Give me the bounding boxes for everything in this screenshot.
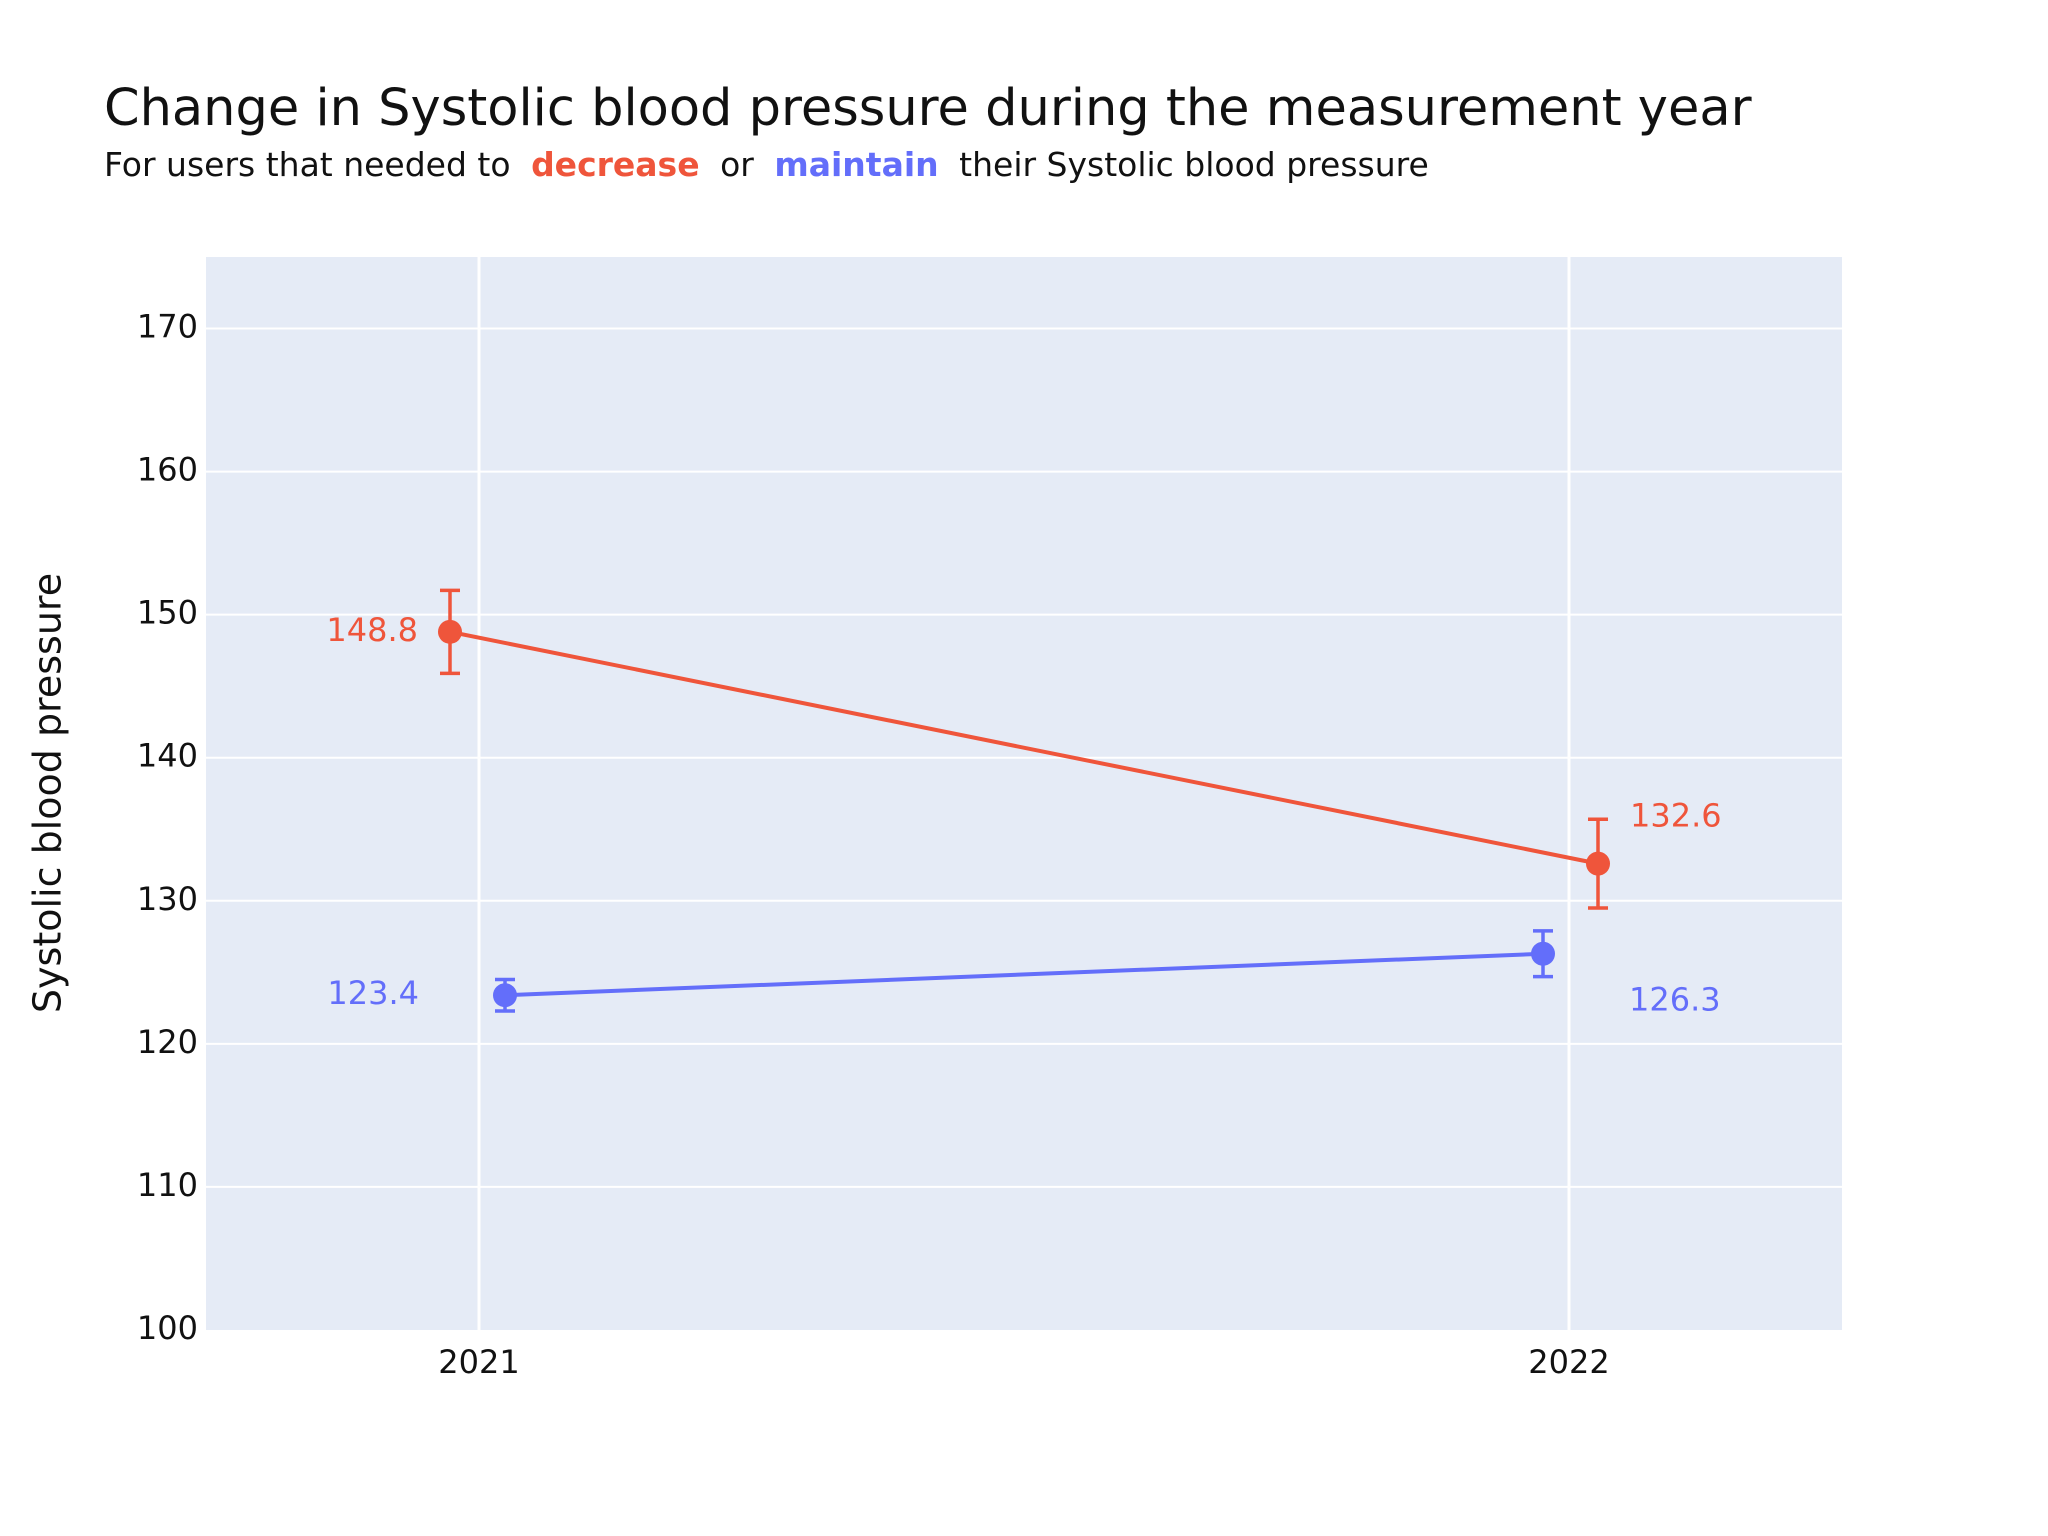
value-label: 126.3 xyxy=(1629,981,1721,1019)
y-tick-label: 100 xyxy=(137,1309,198,1347)
y-tick-label: 130 xyxy=(137,880,198,918)
series-line xyxy=(504,951,1544,998)
point xyxy=(493,983,517,1008)
subtitle-highlight: decrease xyxy=(531,145,700,184)
y-tick-label: 140 xyxy=(137,737,198,775)
series-line xyxy=(449,629,1599,866)
plot-area xyxy=(206,257,1842,1330)
y-tick-label: 150 xyxy=(137,594,198,632)
subtitle-text: their Systolic blood pressure xyxy=(959,145,1429,184)
y-tick-label: 170 xyxy=(137,308,198,346)
chart-subtitle: For users that needed to decrease or mai… xyxy=(104,145,1429,184)
value-label: 132.6 xyxy=(1630,797,1722,835)
y-axis-title: Systolic blood pressure xyxy=(26,573,70,1013)
grid: 100 110 120 130 140 150 160 170 2021 2022 xyxy=(137,257,1842,1381)
chart-title: Change in Systolic blood pressure during… xyxy=(104,79,1752,138)
point xyxy=(1531,941,1555,966)
subtitle-text: For users that needed to xyxy=(104,145,511,184)
value-label: 148.8 xyxy=(326,611,418,649)
point xyxy=(438,619,462,644)
x-tick-label: 2021 xyxy=(438,1343,519,1381)
subtitle-text: or xyxy=(720,145,754,184)
y-tick-label: 160 xyxy=(137,451,198,489)
x-tick-label: 2022 xyxy=(1528,1343,1609,1381)
point xyxy=(1586,851,1610,876)
marks: 148.8 132.6 123.4 126.3 xyxy=(326,588,1722,1019)
subtitle-highlight: maintain xyxy=(774,145,938,184)
value-label: 123.4 xyxy=(327,974,419,1012)
y-tick-label: 120 xyxy=(137,1023,198,1061)
y-tick-label: 110 xyxy=(137,1166,198,1204)
